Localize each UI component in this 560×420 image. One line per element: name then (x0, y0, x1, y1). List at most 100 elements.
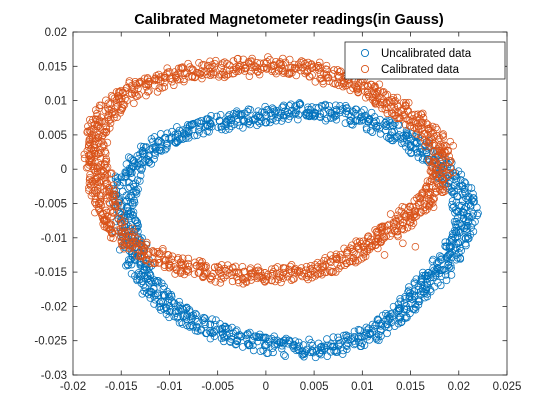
data-point (119, 240, 127, 249)
data-point (165, 255, 173, 263)
data-point (323, 114, 331, 123)
data-point (163, 64, 171, 72)
data-point (414, 110, 422, 119)
data-point (130, 228, 138, 236)
data-point (418, 109, 427, 118)
data-point (394, 214, 403, 223)
data-point (242, 334, 251, 343)
legend-marker-calibrated (360, 64, 370, 74)
data-point (367, 108, 376, 117)
data-point (294, 338, 303, 347)
data-point (151, 291, 160, 299)
data-point (254, 266, 263, 275)
data-point (94, 163, 102, 172)
data-point (139, 281, 148, 289)
data-point (318, 102, 327, 111)
data-point (434, 258, 443, 266)
data-point (199, 272, 207, 280)
data-point (220, 323, 229, 331)
data-point (156, 130, 165, 138)
data-point (201, 314, 209, 323)
data-point (428, 122, 437, 131)
data-point (158, 247, 167, 255)
data-point (458, 182, 467, 190)
data-point (178, 304, 186, 313)
data-point (215, 264, 223, 272)
data-point (417, 119, 426, 127)
data-point (155, 146, 164, 154)
data-point (333, 71, 342, 80)
data-point-outlier (394, 232, 402, 241)
data-point (122, 203, 131, 211)
data-point (452, 217, 461, 226)
data-point (359, 253, 368, 262)
data-point (406, 202, 414, 211)
data-point (144, 88, 152, 96)
data-point (404, 287, 412, 296)
data-point (172, 73, 180, 81)
data-point (205, 128, 213, 136)
data-point (108, 108, 117, 117)
data-point (251, 267, 259, 275)
data-point (255, 70, 264, 79)
data-point (142, 83, 150, 91)
data-point (240, 67, 249, 75)
data-point (233, 55, 242, 63)
data-point (96, 123, 104, 132)
data-point (169, 81, 178, 90)
data-point (306, 348, 315, 357)
data-point (147, 160, 156, 168)
data-point (129, 242, 137, 250)
x-tick-label: 0 (263, 381, 269, 393)
data-point (458, 189, 467, 198)
data-point (142, 91, 150, 100)
data-point (298, 272, 307, 281)
data-point (113, 102, 122, 110)
data-point (399, 98, 408, 107)
data-point (424, 271, 433, 280)
data-point (133, 276, 141, 285)
data-point (184, 259, 192, 268)
data-point (144, 156, 153, 164)
data-point (120, 244, 128, 253)
data-point (96, 199, 104, 208)
data-point (113, 174, 122, 182)
legend-marker-uncalibrated (360, 48, 370, 58)
data-point (216, 279, 225, 287)
data-point (452, 228, 460, 236)
data-point (167, 133, 175, 141)
data-point (394, 300, 403, 308)
data-point (210, 332, 219, 340)
data-point (321, 344, 329, 352)
data-point (396, 295, 404, 303)
data-point (132, 81, 141, 90)
data-point (354, 84, 362, 92)
data-point (86, 182, 95, 190)
data-point (417, 290, 425, 299)
data-point (311, 78, 320, 86)
data-point (432, 123, 440, 132)
data-point (461, 234, 470, 243)
data-point (305, 111, 313, 120)
data-point (103, 194, 112, 203)
data-point (239, 275, 248, 284)
data-point (107, 170, 115, 178)
data-point (285, 102, 294, 110)
data-point (240, 61, 248, 70)
data-point (91, 208, 99, 217)
data-point (460, 178, 469, 186)
data-point (258, 333, 266, 342)
data-point (202, 262, 210, 270)
data-point (326, 114, 335, 122)
data-point (378, 104, 386, 113)
data-point (98, 169, 107, 177)
data-point (188, 321, 196, 330)
data-point (416, 208, 425, 216)
series-1 (80, 53, 458, 288)
y-tick-label: -0.015 (34, 267, 67, 279)
data-point (400, 305, 408, 313)
data-point (218, 271, 226, 280)
data-point-outlier (411, 242, 420, 251)
data-point (155, 84, 164, 92)
data-point (411, 110, 419, 119)
